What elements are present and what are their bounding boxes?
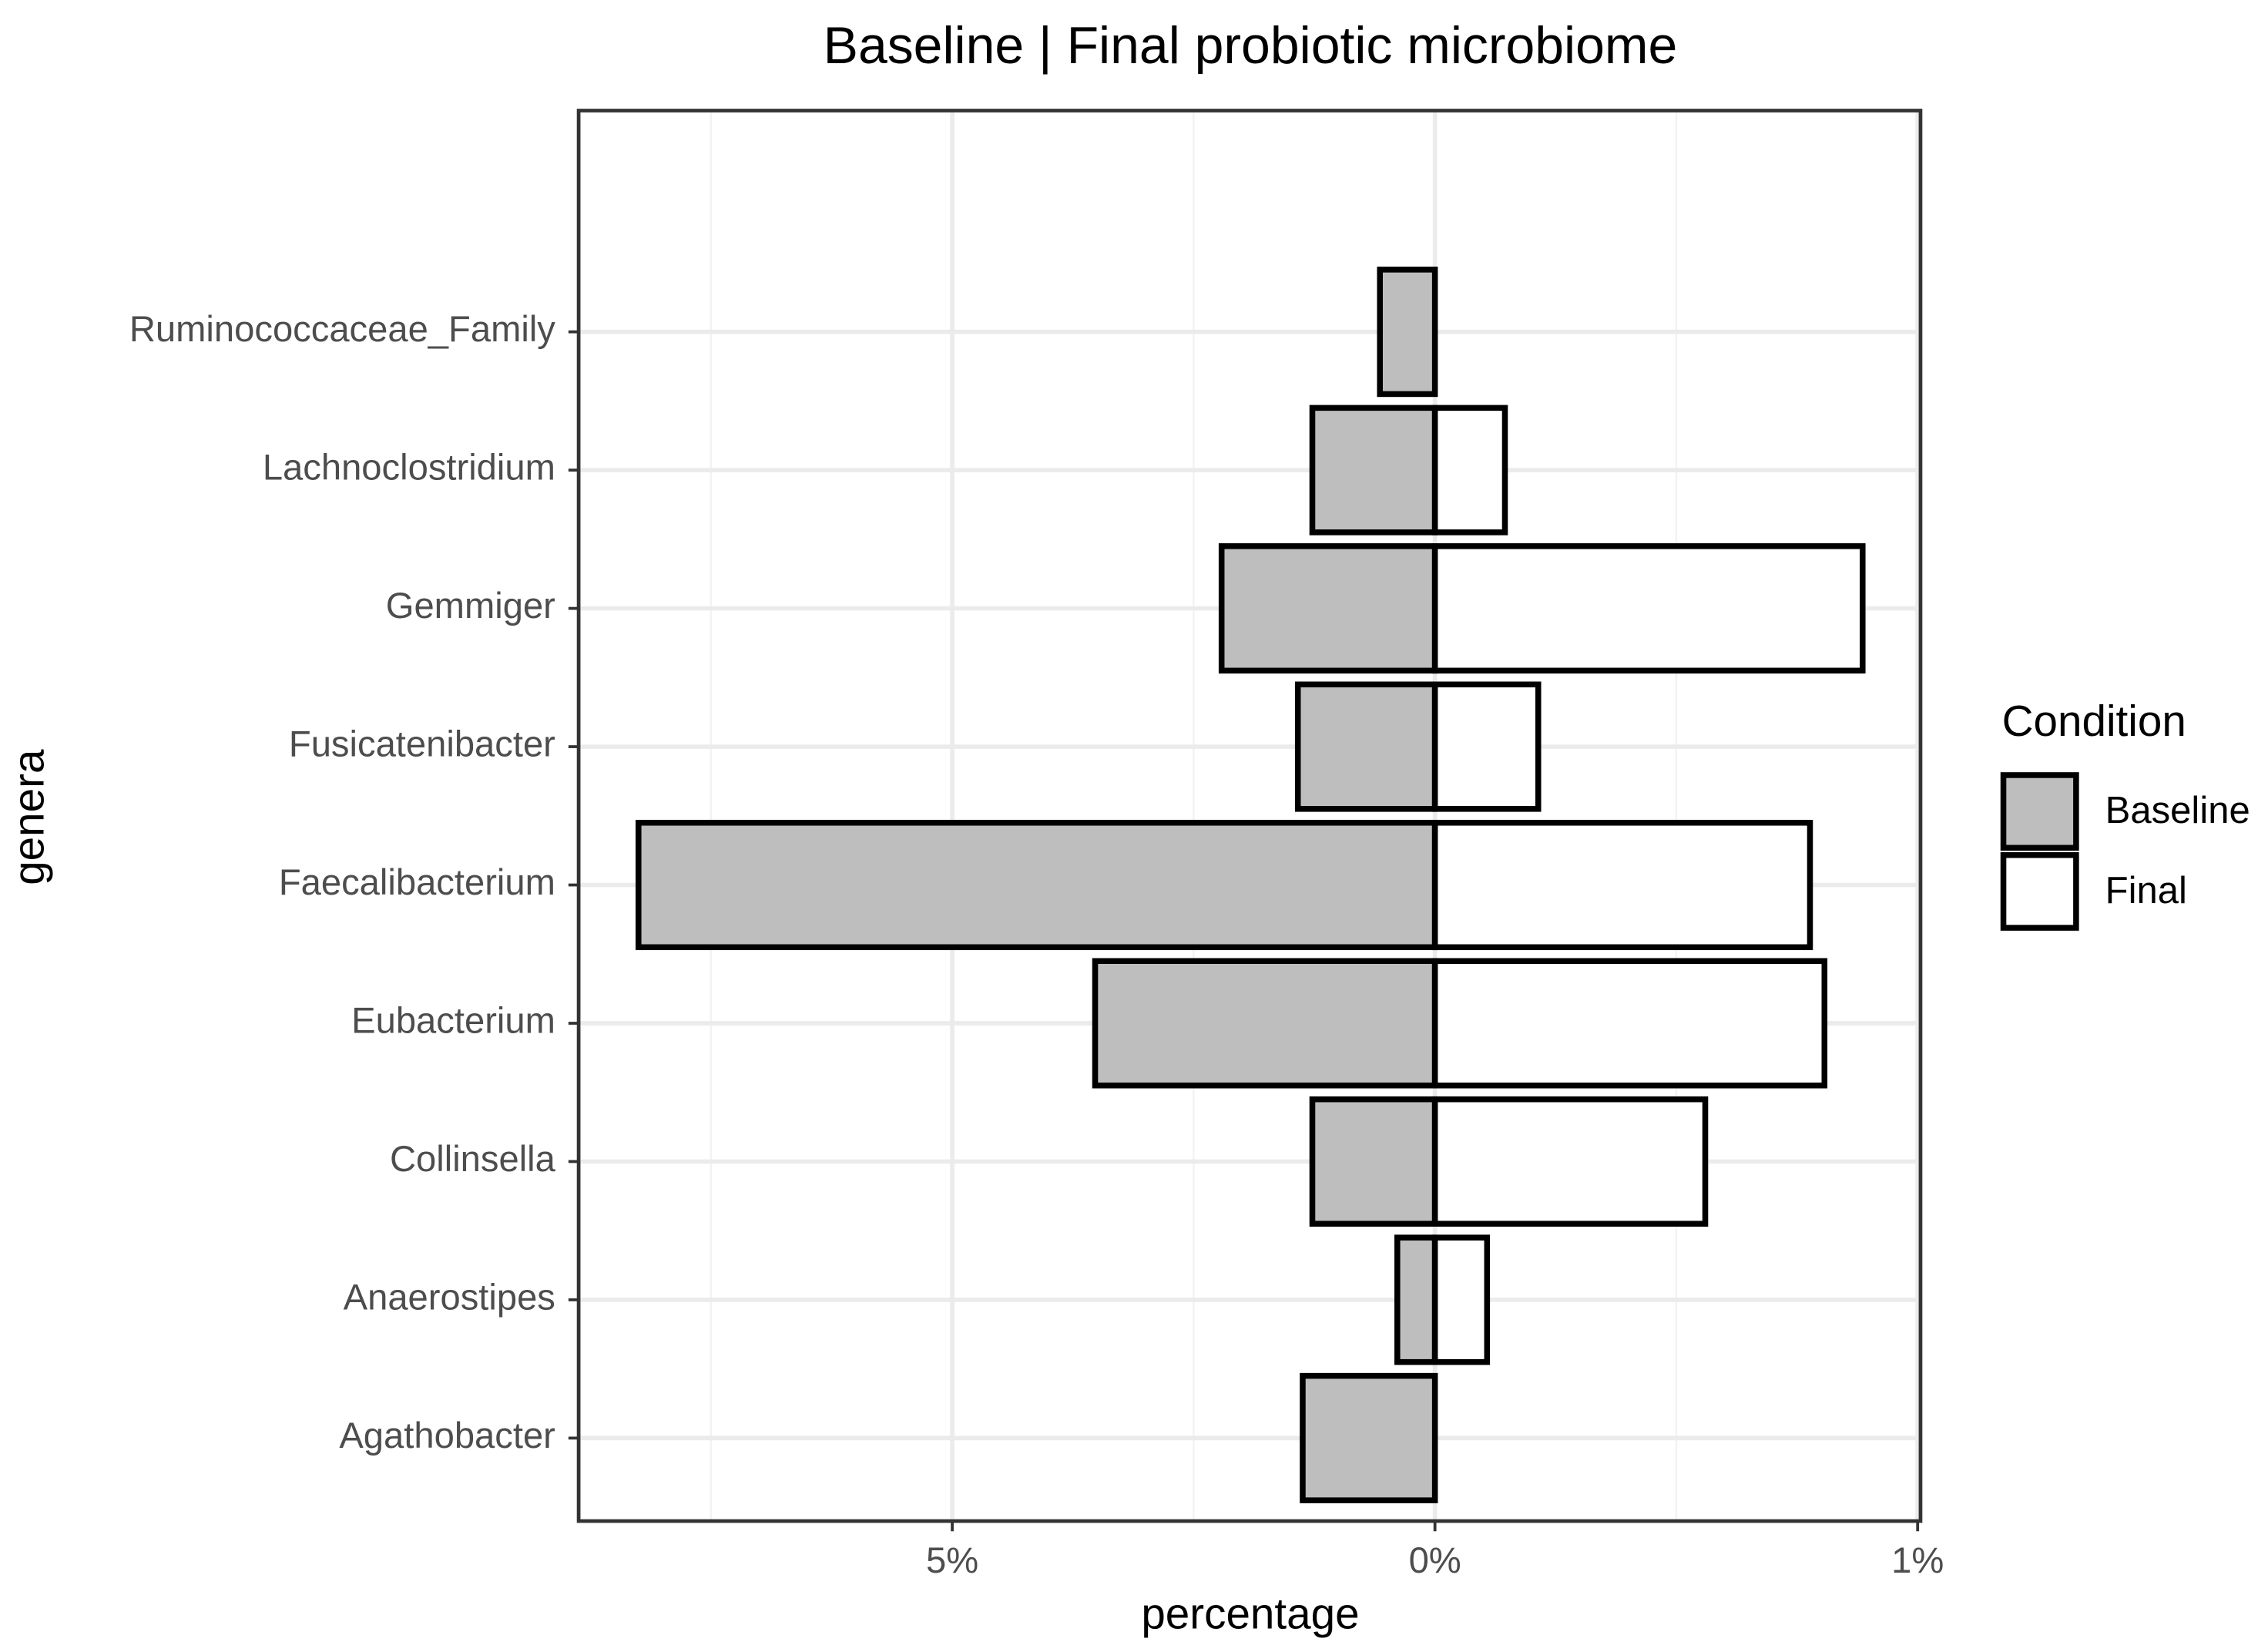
bar [1300,1372,1438,1503]
bar [1218,543,1438,674]
bar [1092,958,1438,1089]
legend-label: Baseline [2105,790,2250,831]
y-tick-label: Collinsella [390,1138,556,1179]
bar [1309,405,1438,536]
bar [1309,1096,1438,1227]
y-tick-label: Ruminococcaceae_Family [129,308,555,349]
bar [1294,681,1438,812]
y-tick-label: Fusicatenibacter [289,724,555,764]
legend-key [2000,772,2079,851]
y-tick-label: Lachnoclostridium [263,447,555,488]
panel-border [576,109,1923,1523]
bar [1431,543,1866,674]
y-axis-label: genera [4,749,52,885]
legend-title: Condition [2002,697,2186,745]
bar [1431,819,1813,951]
y-tick-label: Anaerostipes [344,1276,555,1317]
y-tick-label: Agathobacter [339,1415,555,1456]
x-tick-label: 5% [926,1540,978,1580]
bar [1394,1234,1438,1365]
bar [1431,1096,1709,1227]
bar [1431,1234,1491,1365]
x-tick-label: 0% [1409,1540,1461,1580]
y-tick-label: Gemmiger [386,585,555,626]
bar [1431,405,1508,536]
x-tick-label: 1% [1891,1540,1944,1580]
chart-title: Baseline | Final probiotic microbiome [824,17,1678,75]
bar [1377,267,1438,398]
legend-key [2000,851,2079,931]
bar [1431,681,1542,812]
bar [1431,958,1828,1089]
legend-label: Final [2105,870,2187,912]
panel-background [579,110,1921,1522]
y-tick-label: Eubacterium [351,999,555,1040]
y-tick-label: Faecalibacterium [279,861,555,902]
x-axis-label: percentage [1141,1590,1359,1638]
bar [636,819,1438,951]
